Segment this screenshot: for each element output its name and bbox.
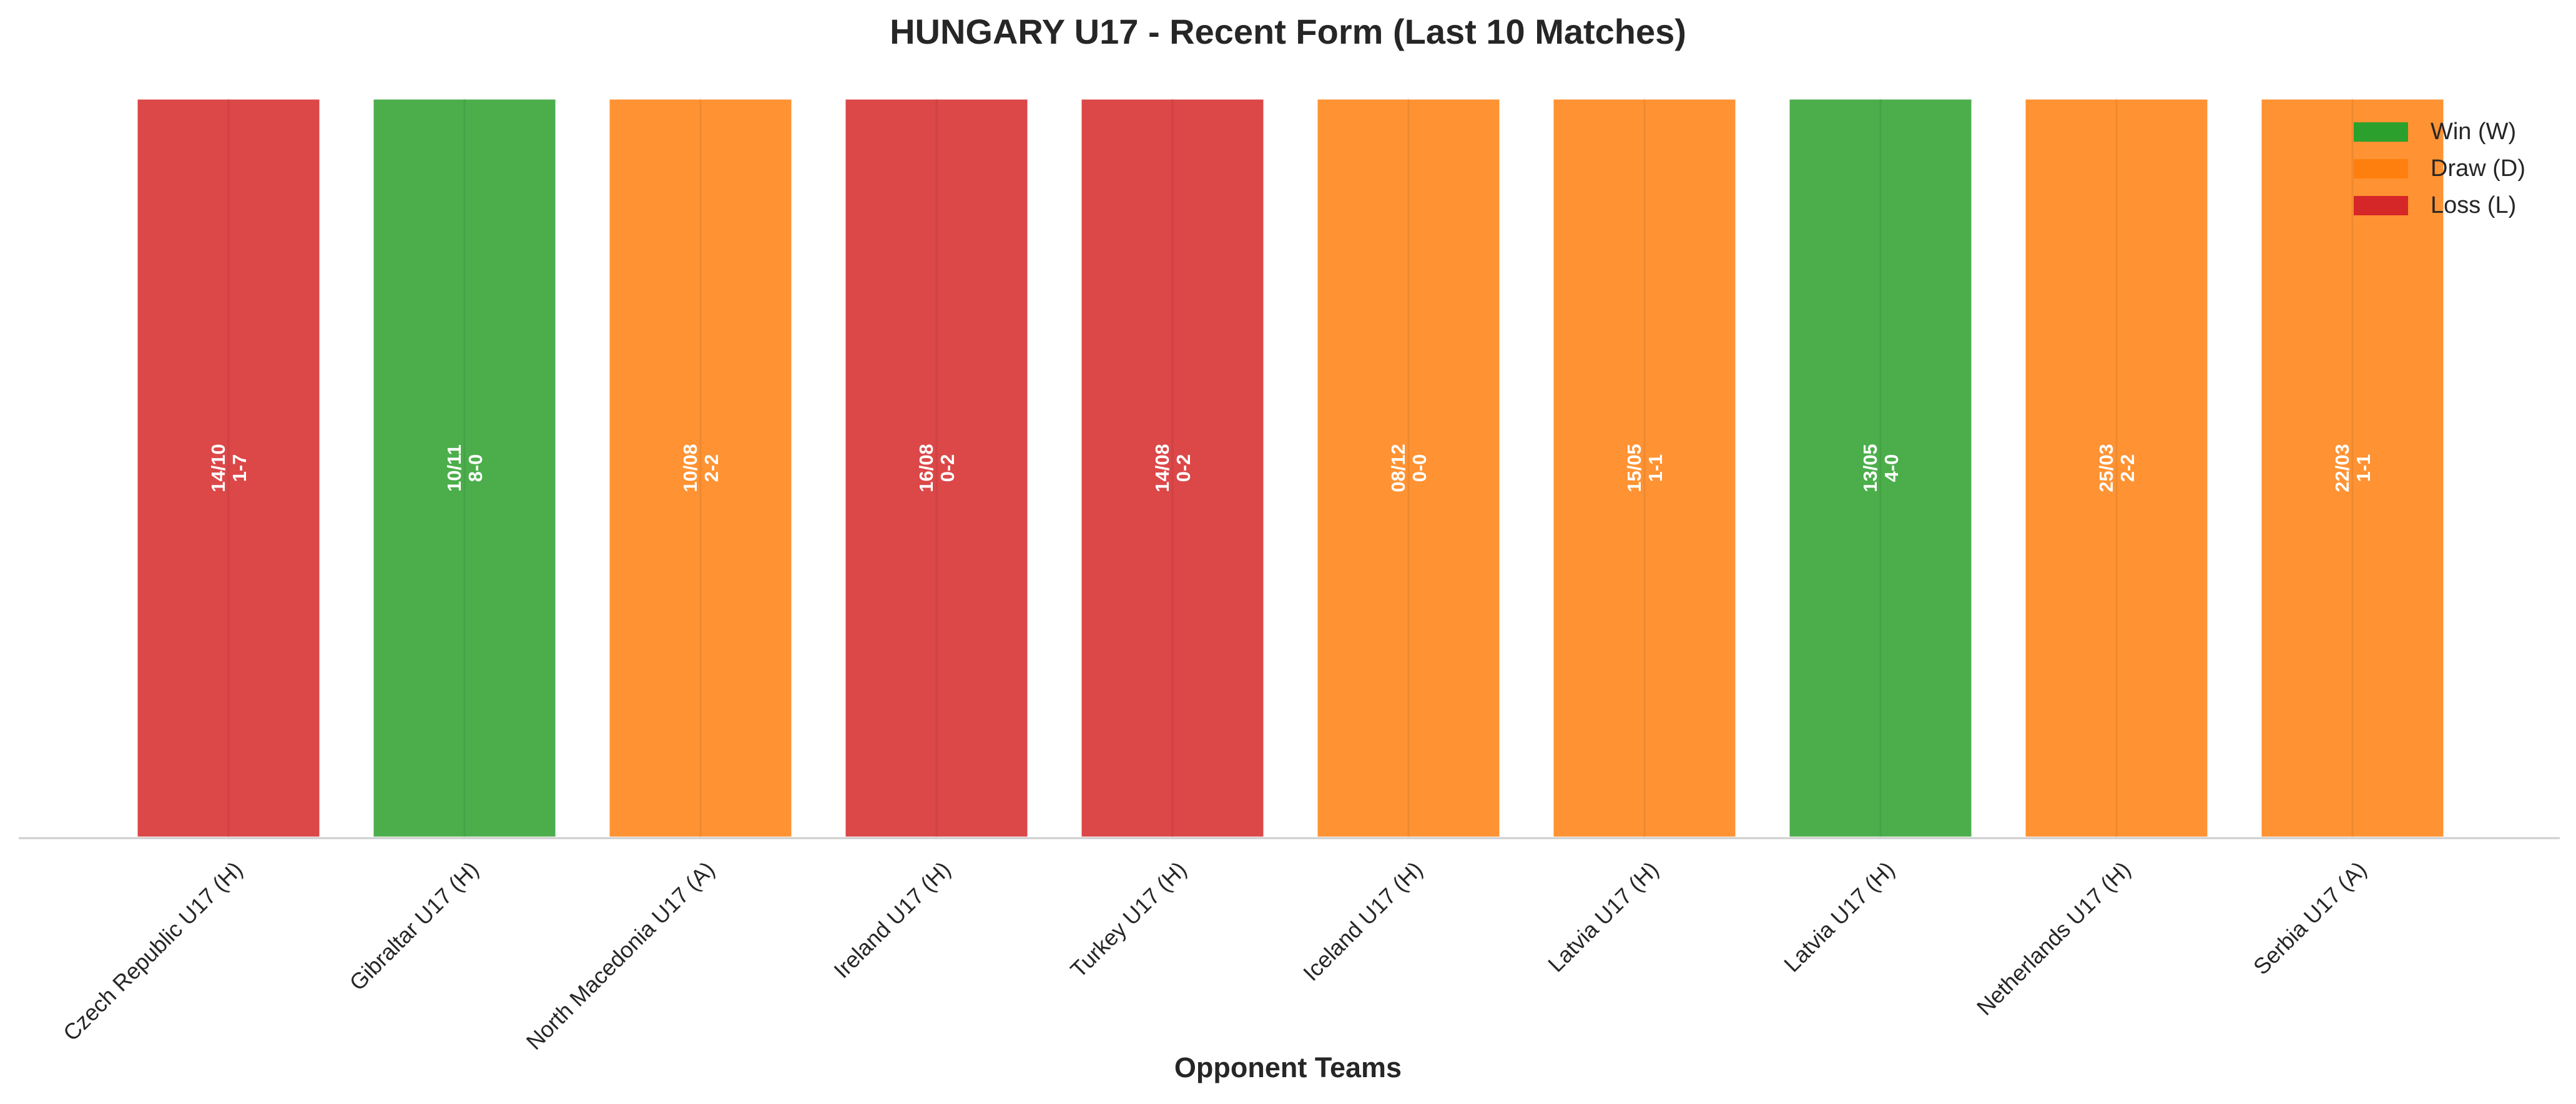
bar-label-7: 15/051-1: [1623, 444, 1666, 492]
legend-item-win: Win (W): [2354, 114, 2525, 150]
x-tick-label-4: Ireland U17 (H): [828, 856, 955, 983]
legend-swatch-win: [2354, 122, 2408, 142]
bar-label-8: 13/054-0: [1859, 444, 1902, 492]
bar-6: [1314, 96, 1503, 840]
chart-title: HUNGARY U17 - Recent Form (Last 10 Match…: [890, 12, 1686, 51]
x-tick-label-2: Gibraltar U17 (H): [345, 856, 484, 995]
bar-10: [2258, 96, 2447, 840]
legend-item-draw: Draw (D): [2354, 150, 2525, 187]
bar-label-9: 25/032-2: [2095, 444, 2138, 492]
legend-swatch-loss: [2354, 196, 2408, 215]
x-tick-label-5: Turkey U17 (H): [1065, 856, 1191, 982]
bar-9: [2022, 96, 2211, 840]
x-tick-label-8: Latvia U17 (H): [1779, 856, 1899, 977]
x-tick-label-6: Iceland U17 (H): [1298, 856, 1427, 985]
bar-label-6: 08/120-0: [1387, 444, 1430, 492]
x-axis-title: Opponent Teams: [1174, 1052, 1402, 1083]
legend-label-loss: Loss (L): [2431, 192, 2517, 218]
bar-label-1: 14/101-7: [207, 444, 250, 492]
legend-item-loss: Loss (L): [2354, 187, 2525, 224]
x-tick-label-3: North Macedonia U17 (A): [521, 856, 720, 1055]
bar-1: [134, 96, 323, 840]
legend-label-draw: Draw (D): [2431, 155, 2525, 182]
bar-labels-layer: 14/101-7 10/118-0 10/082-2 16/080-2 14/080-2…: [207, 444, 2374, 492]
bar-4: [842, 96, 1031, 840]
bar-label-3: 10/082-2: [679, 444, 722, 492]
legend-swatch-draw: [2354, 159, 2408, 178]
legend-label-win: Win (W): [2431, 119, 2517, 145]
x-tick-label-9: Netherlands U17 (H): [1972, 856, 2135, 1020]
bars-layer: [134, 96, 2447, 840]
x-tick-label-1: Czech Republic U17 (H): [58, 856, 247, 1045]
x-tick-label-7: Latvia U17 (H): [1543, 856, 1663, 977]
legend: Win (W) Draw (D) Loss (L): [2354, 114, 2525, 224]
bar-7: [1550, 96, 1739, 840]
x-tick-labels-layer: Czech Republic U17 (H) Gibraltar U17 (H) N…: [58, 856, 2371, 1055]
x-tick-label-10: Serbia U17 (A): [2248, 856, 2371, 979]
bar-label-2: 10/118-0: [443, 444, 486, 492]
bar-8: [1786, 96, 1975, 840]
bar-label-4: 16/080-2: [915, 444, 958, 492]
bar-3: [606, 96, 795, 840]
bar-label-5: 14/080-2: [1151, 444, 1194, 492]
bar-label-10: 22/031-1: [2331, 444, 2374, 492]
bar-5: [1078, 96, 1267, 840]
